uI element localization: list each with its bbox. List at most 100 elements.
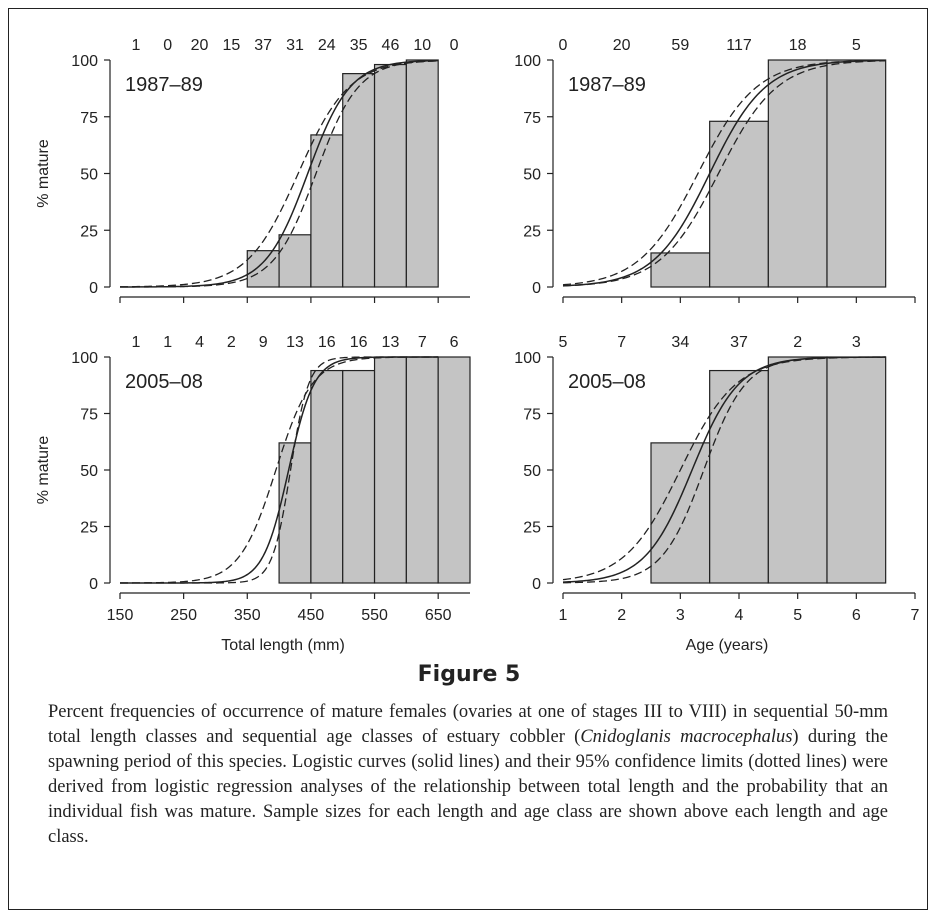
- x-tick-label: 7: [911, 607, 920, 624]
- histogram-bar: [826, 59, 887, 288]
- sample-size-label: 117: [726, 37, 752, 54]
- figure-frame: [8, 8, 928, 910]
- ci-lower-curve: [562, 60, 886, 287]
- sample-size-label: 2: [227, 334, 236, 351]
- sample-size-label: 13: [286, 334, 304, 351]
- y-tick-label: 25: [523, 520, 541, 537]
- sample-size-label: 37: [730, 334, 748, 351]
- sample-size-label: 0: [559, 37, 568, 54]
- sample-size-label: 37: [254, 37, 272, 54]
- sample-size-label: 20: [613, 37, 631, 54]
- histogram-bar: [650, 252, 711, 288]
- y-tick-label: 0: [89, 280, 98, 297]
- x-tick-label: 150: [107, 607, 134, 624]
- sample-size-label: 24: [318, 37, 336, 54]
- x-axis-label: Total length (mm): [221, 637, 345, 654]
- y-tick-label: 100: [71, 53, 98, 70]
- y-tick-label: 0: [532, 280, 541, 297]
- y-tick-label: 0: [532, 576, 541, 593]
- histogram-bar: [310, 369, 344, 584]
- x-tick-label: 3: [676, 607, 685, 624]
- histogram-bar: [709, 120, 769, 288]
- sample-size-label: 0: [163, 37, 172, 54]
- chart-panel: 1 1 4 2 9 13 16 16 13 7 6 0 25 50 75 100 150 250 350 450 550…: [35, 334, 471, 654]
- sample-size-label: 20: [191, 37, 209, 54]
- y-tick-label: 75: [80, 110, 98, 127]
- sample-size-label: 5: [852, 37, 861, 54]
- histogram-bar: [310, 134, 344, 288]
- y-tick-label: 25: [523, 223, 541, 240]
- y-tick-label: 75: [523, 110, 541, 127]
- sample-size-label: 34: [671, 334, 689, 351]
- sample-size-label: 4: [195, 334, 204, 351]
- histogram-bar: [373, 356, 407, 584]
- x-tick-label: 4: [735, 607, 744, 624]
- caption-text-end: ) during the spawning period of this spe…: [48, 727, 889, 847]
- histogram-bar: [246, 250, 280, 288]
- sample-size-label: 31: [286, 37, 304, 54]
- histogram-bar: [278, 234, 312, 288]
- ci-upper-curve: [119, 356, 439, 584]
- sample-size-label: 1: [131, 334, 140, 351]
- x-tick-label: 6: [852, 607, 861, 624]
- sample-size-label: 2: [793, 334, 802, 351]
- sample-size-label: 7: [418, 334, 427, 351]
- x-tick-label: 550: [361, 607, 388, 624]
- sample-size-label: 1: [131, 37, 140, 54]
- y-tick-label: 50: [80, 167, 98, 184]
- x-tick-label: 650: [425, 607, 452, 624]
- histogram-bar: [767, 356, 828, 584]
- y-tick-label: 100: [514, 53, 541, 70]
- sample-size-label: 1: [163, 334, 172, 351]
- y-tick-label: 75: [80, 407, 98, 424]
- figure-caption: Percent frequencies of occurrence of mat…: [48, 700, 888, 850]
- x-tick-label: 2: [617, 607, 626, 624]
- sample-size-label: 6: [450, 334, 459, 351]
- x-tick-label: 250: [170, 607, 197, 624]
- y-tick-label: 50: [80, 463, 98, 480]
- histogram-bar: [709, 369, 769, 584]
- y-tick-label: 100: [71, 350, 98, 367]
- y-tick-label: 25: [80, 520, 98, 537]
- histogram-bar: [342, 73, 376, 288]
- sample-size-label: 35: [350, 37, 368, 54]
- y-axis-label: % mature: [35, 139, 52, 208]
- caption-species-name: Cnidoglanis macrocephalus: [580, 727, 793, 747]
- figure-title: Figure 5: [417, 662, 521, 687]
- sample-size-label: 10: [413, 37, 431, 54]
- histogram-bar: [437, 356, 471, 584]
- y-tick-label: 50: [523, 167, 541, 184]
- sample-size-label: 13: [382, 334, 400, 351]
- sample-size-label: 9: [259, 334, 268, 351]
- sample-size-label: 7: [617, 334, 626, 351]
- x-tick-label: 350: [234, 607, 261, 624]
- y-tick-label: 75: [523, 407, 541, 424]
- histogram-bar: [342, 369, 376, 584]
- histogram-bar: [767, 59, 828, 288]
- sample-size-label: 46: [382, 37, 400, 54]
- x-axis-label: Age (years): [686, 637, 769, 654]
- logistic-curve: [562, 59, 886, 287]
- histogram-bar: [405, 59, 439, 288]
- sample-size-label: 5: [559, 334, 568, 351]
- sample-size-label: 15: [222, 37, 240, 54]
- ci-upper-curve: [119, 60, 439, 288]
- sample-size-label: 16: [318, 334, 336, 351]
- caption-text-start: Percent frequencies of occurrence of mat…: [48, 702, 888, 747]
- sample-size-label: 3: [852, 334, 861, 351]
- sample-size-label: 0: [450, 37, 459, 54]
- sample-size-label: 59: [671, 37, 689, 54]
- x-tick-label: 450: [298, 607, 325, 624]
- period-label: 1987–89: [568, 74, 646, 96]
- logistic-curve: [119, 59, 439, 288]
- histogram-bar: [826, 356, 887, 584]
- y-axis-label: % mature: [35, 436, 52, 505]
- period-label: 2005–08: [568, 371, 646, 393]
- y-tick-label: 100: [514, 350, 541, 367]
- x-tick-label: 5: [793, 607, 802, 624]
- y-tick-label: 25: [80, 223, 98, 240]
